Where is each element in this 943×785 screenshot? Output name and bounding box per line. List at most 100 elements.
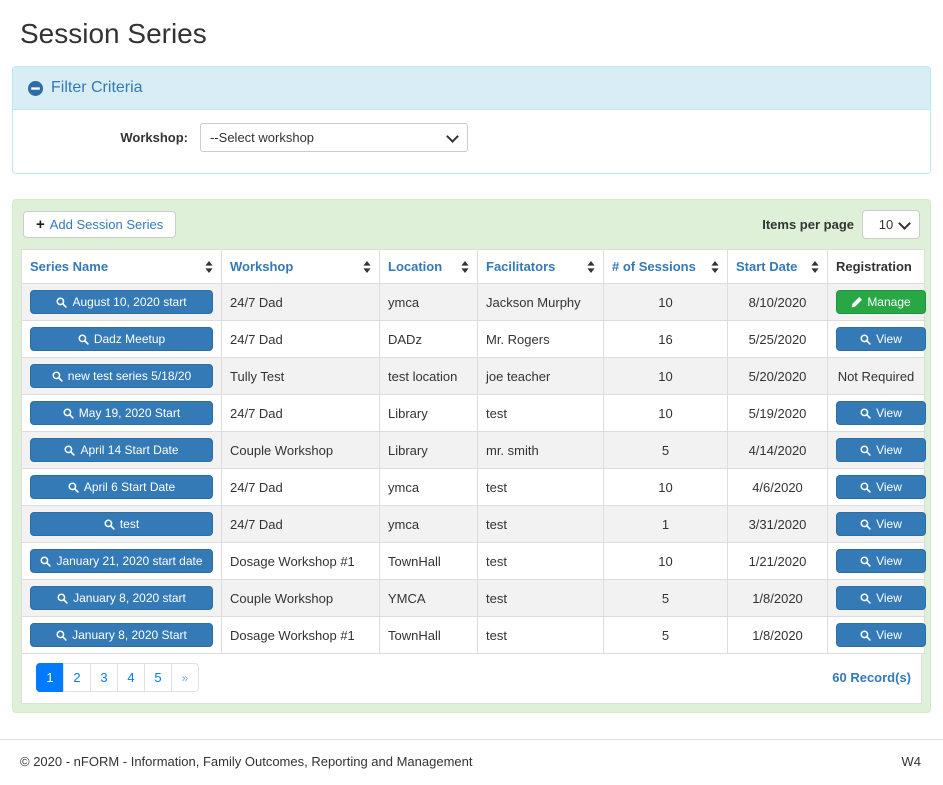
table-row: April 14 Start Date Couple Workshop Librar… <box>21 431 926 469</box>
facilitators-cell: test <box>477 616 604 654</box>
site-footer: © 2020 - nFORM - Information, Family Out… <box>0 739 943 785</box>
sessions-count-cell: 5 <box>603 431 728 469</box>
series-name-button[interactable]: January 8, 2020 start <box>30 586 213 610</box>
series-name-label: January 21, 2020 start date <box>56 554 203 568</box>
search-icon <box>56 629 67 641</box>
search-icon <box>860 629 871 641</box>
view-registration-button[interactable]: View <box>836 586 926 610</box>
search-icon <box>860 333 871 345</box>
filter-criteria-header[interactable]: Filter Criteria <box>13 67 930 110</box>
items-per-page-select[interactable]: 10 <box>862 210 920 239</box>
start-date-cell: 3/31/2020 <box>727 505 828 543</box>
pagination: 1 2 3 4 5» <box>36 663 199 692</box>
view-button-label: View <box>876 517 902 531</box>
series-name-button[interactable]: May 19, 2020 Start <box>30 401 213 425</box>
series-name-button[interactable]: April 14 Start Date <box>30 438 213 462</box>
view-button-label: View <box>876 554 902 568</box>
series-name-button[interactable]: test <box>30 512 213 536</box>
location-cell: Library <box>379 394 478 432</box>
search-icon <box>68 481 79 493</box>
manage-registration-button[interactable]: Manage <box>836 290 926 314</box>
sessions-count-cell: 10 <box>603 542 728 580</box>
session-series-page: Session Series Filter Criteria Workshop:… <box>0 0 943 713</box>
series-name-label: test <box>119 517 140 531</box>
location-cell: TownHall <box>379 616 478 654</box>
column-header-inner: Series Name <box>30 259 213 274</box>
column-header-workshop[interactable]: Workshop <box>221 249 380 284</box>
series-name-button[interactable]: January 21, 2020 start date <box>30 549 213 573</box>
column-header-inner: Registration <box>836 259 916 274</box>
series-name-label: January 8, 2020 start <box>73 591 186 605</box>
column-header-label: Facilitators <box>486 259 556 274</box>
table-row: January 21, 2020 start date Dosage Worksh… <box>21 542 926 580</box>
series-name-button[interactable]: new test series 5/18/20 <box>30 364 213 388</box>
pagination-page-5[interactable]: 5 <box>144 663 172 692</box>
add-session-series-button[interactable]: + Add Session Series <box>23 211 177 238</box>
series-name-label: January 8, 2020 Start <box>72 628 187 642</box>
items-per-page-select-wrap: 10 <box>862 210 920 239</box>
view-registration-button[interactable]: View <box>836 327 926 351</box>
pagination-page-2[interactable]: 2 <box>63 663 91 692</box>
column-header-location[interactable]: Location <box>379 249 478 284</box>
search-icon <box>860 407 871 419</box>
sort-icon <box>587 260 595 273</box>
session-table-body: August 10, 2020 start 24/7 Dad ymca Jackson… <box>21 283 926 654</box>
start-date-cell: 1/8/2020 <box>727 579 828 617</box>
registration-cell: Manage <box>827 283 926 321</box>
series-name-button[interactable]: January 8, 2020 Start <box>30 623 213 647</box>
pagination-page-1[interactable]: 1 <box>36 663 64 692</box>
workshop-cell: Couple Workshop <box>221 431 380 469</box>
sessions-count-cell: 10 <box>603 357 728 395</box>
sort-icon <box>205 260 213 273</box>
session-series-panel: + Add Session Series Items per page 10 <box>12 199 931 713</box>
series-name-cell: Dadz Meetup <box>21 320 222 358</box>
search-icon <box>860 555 871 567</box>
series-name-label: August 10, 2020 start <box>72 295 187 309</box>
view-button-label: View <box>876 591 902 605</box>
search-icon <box>64 444 76 456</box>
series-name-cell: May 19, 2020 Start <box>21 394 222 432</box>
workshop-label: Workshop: <box>120 130 188 145</box>
registration-cell: View <box>827 468 926 506</box>
workshop-select[interactable]: --Select workshop <box>200 123 468 152</box>
footer-environment: W4 <box>901 754 922 769</box>
view-registration-button[interactable]: View <box>836 438 926 462</box>
series-name-button[interactable]: April 6 Start Date <box>30 475 213 499</box>
column-header-of-sessions[interactable]: # of Sessions <box>603 249 728 284</box>
column-header-facilitators[interactable]: Facilitators <box>477 249 604 284</box>
location-cell: ymca <box>379 283 478 321</box>
start-date-cell: 5/20/2020 <box>727 357 828 395</box>
column-header-label: Location <box>388 259 443 274</box>
view-registration-button[interactable]: View <box>836 475 926 499</box>
add-session-series-label: Add Session Series <box>49 217 164 232</box>
search-icon <box>860 444 871 456</box>
pagination-page-3[interactable]: 3 <box>90 663 118 692</box>
registration-cell: Not Required <box>827 357 925 395</box>
pagination-page-4[interactable]: 4 <box>117 663 145 692</box>
facilitators-cell: mr. smith <box>477 431 604 469</box>
workshop-cell: 24/7 Dad <box>221 283 380 321</box>
table-row: May 19, 2020 Start 24/7 Dad Library test 10 5… <box>21 394 926 432</box>
pagination-next-button[interactable]: » <box>171 663 199 692</box>
footer-copyright: © 2020 - nFORM - Information, Family Out… <box>20 754 473 769</box>
view-registration-button[interactable]: View <box>836 512 926 536</box>
view-registration-button[interactable]: View <box>836 401 926 425</box>
series-name-cell: January 8, 2020 start <box>21 579 222 617</box>
table-row: January 8, 2020 Start Dosage Workshop #1 T… <box>21 616 926 654</box>
filter-criteria-title: Filter Criteria <box>51 79 143 96</box>
column-header-series-name[interactable]: Series Name <box>21 249 222 284</box>
start-date-cell: 1/21/2020 <box>727 542 828 580</box>
facilitators-cell: Jackson Murphy <box>477 283 604 321</box>
search-icon <box>56 296 68 308</box>
column-header-start-date[interactable]: Start Date <box>727 249 828 284</box>
series-name-cell: April 6 Start Date <box>21 468 222 506</box>
series-name-cell: April 14 Start Date <box>21 431 222 469</box>
series-name-button[interactable]: August 10, 2020 start <box>30 290 213 314</box>
view-registration-button[interactable]: View <box>836 549 926 573</box>
table-row: test 24/7 Dad ymca test 1 3/31/2020 View <box>21 505 926 543</box>
collapse-minus-icon[interactable] <box>28 80 43 96</box>
view-button-label: View <box>876 332 902 346</box>
workshop-cell: Tully Test <box>221 357 380 395</box>
view-registration-button[interactable]: View <box>836 623 926 647</box>
series-name-button[interactable]: Dadz Meetup <box>30 327 213 351</box>
